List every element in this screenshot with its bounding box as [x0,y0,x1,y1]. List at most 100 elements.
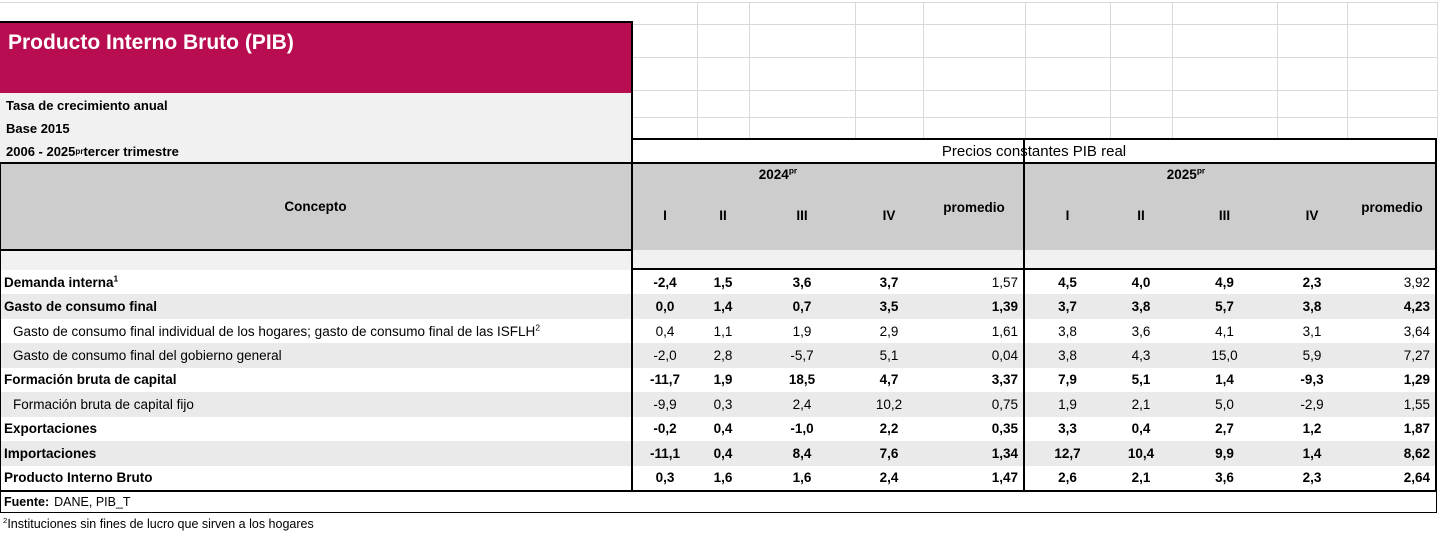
value-cell[interactable]: 0,4 [655,323,675,339]
value-cell[interactable]: 5,1 [1131,372,1151,388]
value-cell[interactable]: 0,35 [991,421,1018,437]
quarter-header-2025-II[interactable]: II [1137,208,1145,223]
value-cell[interactable]: 3,64 [1403,323,1430,339]
quarter-header-2025-I[interactable]: I [1065,208,1070,223]
value-cell[interactable]: 1,6 [792,470,812,486]
value-cell[interactable]: 2,1 [1131,396,1151,412]
quarter-header-2024-IV[interactable]: IV [882,208,896,223]
value-cell[interactable]: -11,7 [649,372,681,388]
value-cell[interactable]: 8,62 [1403,445,1430,461]
value-cell[interactable]: 5,0 [1215,396,1234,412]
value-cell[interactable]: 3,5 [879,299,899,315]
value-cell[interactable]: 3,6 [792,274,812,290]
quarter-header-2024-II[interactable]: II [719,208,727,223]
value-cell[interactable]: 1,61 [991,323,1018,339]
value-cell[interactable]: 3,1 [1302,323,1322,339]
value-cell[interactable]: 2,1 [1131,470,1151,486]
row-label[interactable]: Producto Interno Bruto [4,470,153,486]
value-cell[interactable]: 3,7 [1058,299,1077,315]
value-cell[interactable]: 7,27 [1403,348,1430,364]
row-label[interactable]: Exportaciones [4,421,98,437]
value-cell[interactable]: 3,8 [1058,323,1077,339]
value-cell[interactable]: 3,3 [1058,421,1077,437]
value-cell[interactable]: 0,3 [655,470,675,486]
value-cell[interactable]: 2,2 [879,421,899,437]
value-cell[interactable]: 4,23 [1403,299,1430,315]
value-cell[interactable]: 0,0 [655,299,675,315]
value-cell[interactable]: 1,4 [713,299,733,315]
value-cell[interactable]: 2,9 [879,323,899,339]
quarter-header-2024-I[interactable]: I [663,208,667,223]
value-cell[interactable]: -2,9 [1300,396,1324,412]
value-cell[interactable]: 2,7 [1215,421,1234,437]
value-cell[interactable]: 0,4 [713,421,733,437]
value-cell[interactable]: 3,37 [991,372,1018,388]
value-cell[interactable]: 2,3 [1302,274,1322,290]
value-cell[interactable]: 3,7 [879,274,899,290]
value-cell[interactable]: 0,4 [713,445,733,461]
value-cell[interactable]: -9,9 [653,396,677,412]
value-cell[interactable]: 0,7 [792,299,812,315]
value-cell[interactable]: 1,87 [1403,421,1430,437]
value-cell[interactable]: 0,3 [713,396,733,412]
value-cell[interactable]: 0,75 [991,396,1018,412]
quarter-header-2024-III[interactable]: III [796,208,808,223]
value-cell[interactable]: 3,6 [1131,323,1151,339]
value-cell[interactable]: 1,9 [1058,396,1077,412]
value-cell[interactable]: 1,4 [1215,372,1234,388]
value-cell[interactable]: -9,3 [1300,372,1324,388]
value-cell[interactable]: 2,8 [713,348,733,364]
value-cell[interactable]: 1,2 [1302,421,1322,437]
value-cell[interactable]: 12,7 [1054,445,1081,461]
value-cell[interactable]: 4,1 [1215,323,1234,339]
value-cell[interactable]: 2,6 [1058,470,1077,486]
value-cell[interactable]: 7,9 [1058,372,1077,388]
value-cell[interactable]: 1,1 [713,323,733,339]
value-cell[interactable]: 5,9 [1302,348,1322,364]
quarter-header-2025-IV[interactable]: IV [1305,208,1319,223]
year-header-2025[interactable]: 2025pr [1166,165,1206,182]
value-cell[interactable]: -11,1 [649,445,681,461]
value-cell[interactable]: 8,4 [792,445,812,461]
value-cell[interactable]: 7,6 [879,445,899,461]
value-cell[interactable]: 4,0 [1131,274,1151,290]
value-cell[interactable]: 4,9 [1215,274,1234,290]
value-cell[interactable]: 3,8 [1058,348,1077,364]
value-cell[interactable]: 4,7 [879,372,899,388]
year-header-2024[interactable]: 2024pr [758,165,798,182]
row-label[interactable]: Gasto de consumo final [4,299,158,315]
concept-header-cell[interactable]: Concepto [0,164,631,249]
row-label[interactable]: Gasto de consumo final individual de los… [13,323,540,339]
value-cell[interactable]: 1,9 [713,372,733,388]
value-cell[interactable]: 18,5 [788,372,816,388]
value-cell[interactable]: 10,4 [1127,445,1155,461]
quarter-header-2025-III[interactable]: III [1218,208,1231,223]
value-cell[interactable]: -5,7 [790,348,814,364]
value-cell[interactable]: 5,7 [1215,299,1234,315]
value-cell[interactable]: 1,5 [713,274,733,290]
row-label[interactable]: Gasto de consumo final del gobierno gene… [13,348,282,364]
value-cell[interactable]: 1,57 [991,274,1018,290]
value-cell[interactable]: -0,2 [653,421,677,437]
value-cell[interactable]: 10,2 [875,396,903,412]
value-cell[interactable]: 2,64 [1403,470,1430,486]
row-label[interactable]: Demanda interna1 [4,274,119,290]
row-label[interactable]: Importaciones [4,445,97,461]
average-header-2024[interactable]: promedio [943,200,1005,215]
value-cell[interactable]: 15,0 [1211,348,1238,364]
value-cell[interactable]: 1,55 [1403,396,1430,412]
value-cell[interactable]: 1,6 [713,470,733,486]
value-cell[interactable]: 2,4 [792,396,812,412]
value-cell[interactable]: 9,9 [1215,445,1234,461]
value-cell[interactable]: 0,4 [1131,421,1151,437]
value-cell[interactable]: -1,0 [790,421,814,437]
value-cell[interactable]: 2,3 [1302,470,1322,486]
row-label[interactable]: Formación bruta de capital [4,372,177,388]
value-cell[interactable]: 4,5 [1058,274,1077,290]
value-cell[interactable]: 0,04 [991,348,1018,364]
band-header[interactable]: Precios constantes PIB real [633,140,1435,163]
value-cell[interactable]: 3,6 [1215,470,1234,486]
value-cell[interactable]: 3,8 [1131,299,1151,315]
value-cell[interactable]: 1,34 [991,445,1018,461]
value-cell[interactable]: 1,39 [991,299,1018,315]
